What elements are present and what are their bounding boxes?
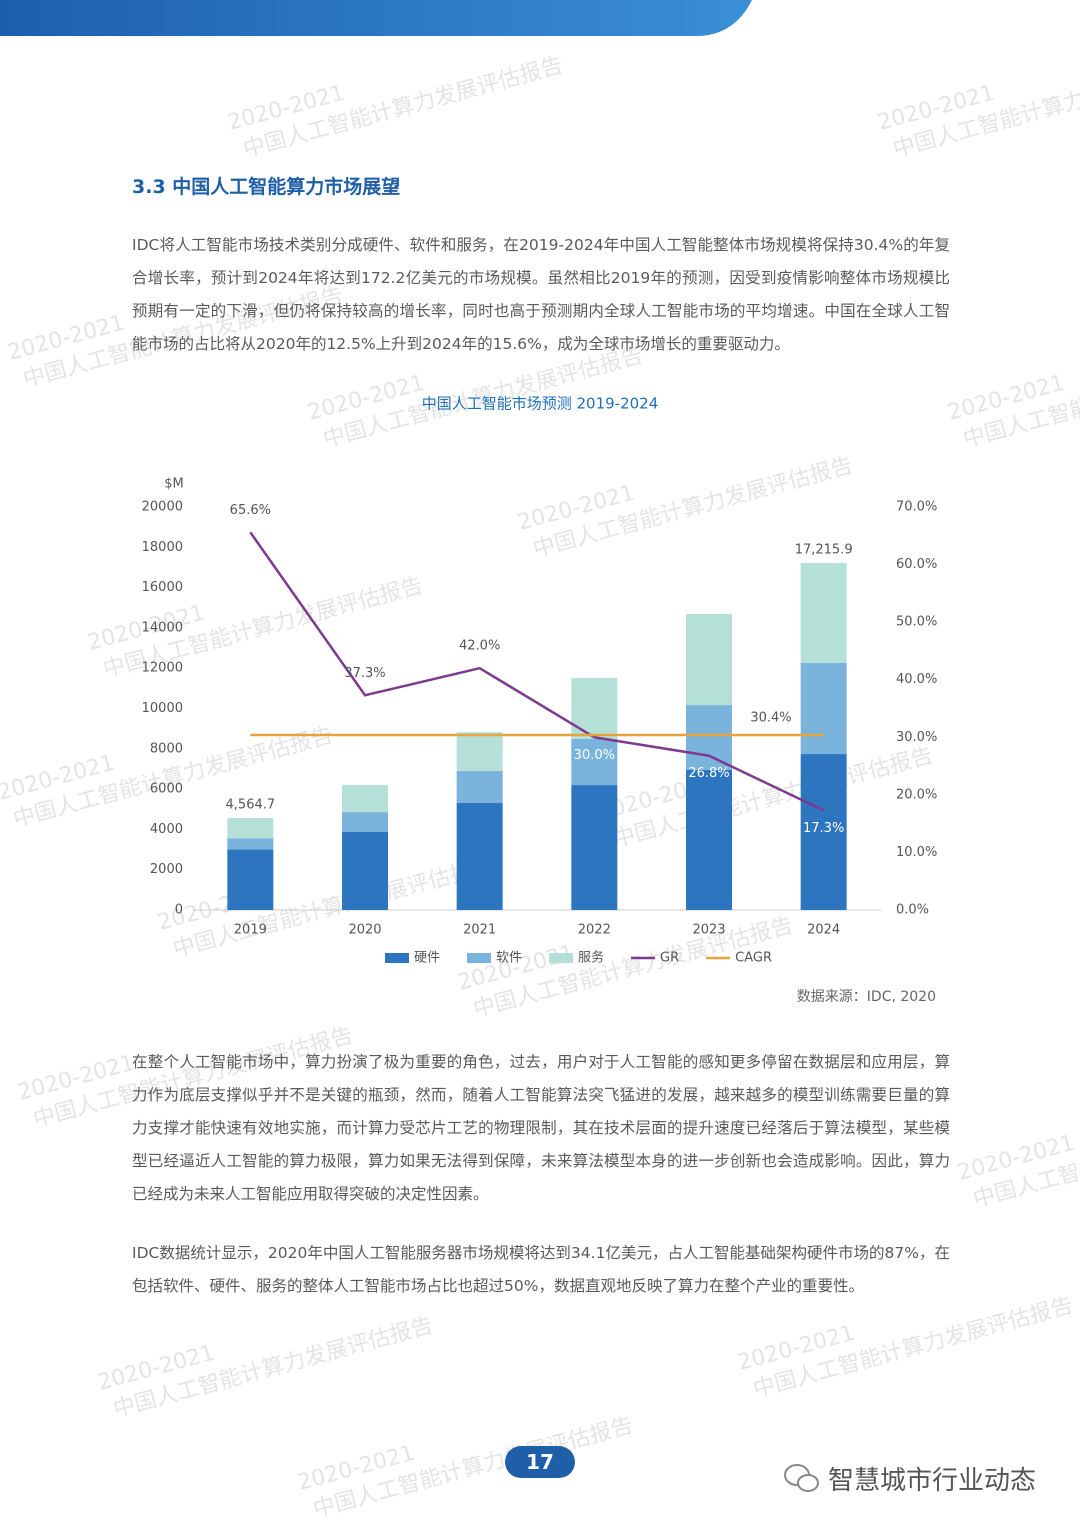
total-label: 17,215.9 [795, 543, 853, 558]
x-tick-label: 2022 [578, 923, 611, 938]
chart: 中国人工智能市场预测 2019-2024 $M 0 2000 4000 6000 800… [142, 395, 938, 966]
x-tick-label: 2024 [807, 923, 840, 938]
y2-tick-label: 40.0% [896, 672, 937, 687]
y2-tick-label: 0.0% [896, 903, 929, 918]
legend-label: CAGR [735, 951, 772, 966]
y2-tick-label: 10.0% [896, 845, 937, 860]
y2-tick-label: 70.0% [896, 500, 937, 515]
y2-tick-label: 60.0% [896, 557, 937, 572]
chart-title: 中国人工智能市场预测 2019-2024 [422, 395, 659, 413]
data-label: 37.3% [344, 666, 385, 681]
data-label: 30.0% [574, 748, 615, 763]
legend-swatch [549, 953, 574, 963]
bar-segment [456, 803, 503, 910]
bar-segment [571, 785, 618, 910]
wechat-icon [784, 1464, 819, 1492]
bar-segment [342, 812, 388, 833]
bar-segment [686, 769, 732, 910]
bar-segment [227, 849, 274, 910]
bar-segment [800, 563, 847, 663]
page-number: 17 [505, 1446, 575, 1478]
legend-label: GR [660, 951, 679, 966]
line-series [249, 531, 825, 812]
legend-swatch [467, 953, 492, 963]
y-tick-label: 2000 [150, 862, 183, 877]
data-label: 17.3% [803, 821, 844, 836]
bar-segment [686, 613, 732, 706]
data-label: 30.4% [750, 710, 791, 725]
y-tick-label: 14000 [142, 620, 183, 635]
footer-brand: 智慧城市行业动态 [828, 1466, 1037, 1496]
paragraph: IDC数据统计显示，2020年中国人工智能服务器市场规模将达到34.1亿美元，占… [132, 1244, 950, 1295]
x-tick-label: 2023 [692, 923, 725, 938]
legend-swatch [385, 953, 409, 963]
source: 数据来源：IDC, 2020 [796, 989, 936, 1005]
x-tick-label: 2021 [463, 923, 496, 938]
bar-segment [227, 838, 274, 850]
x-tick-label: 2019 [234, 923, 267, 938]
y-tick-label: 20000 [142, 500, 183, 515]
bar-segment [342, 832, 388, 910]
bar-segment [456, 732, 503, 771]
y-axis-label: $M [164, 477, 184, 492]
y-tick-label: 4000 [150, 822, 183, 837]
section-title: 3.3 中国人工智能算力市场展望 [132, 176, 401, 198]
bar-segment [571, 738, 618, 786]
paragraph: 在整个人工智能市场中，算力扮演了极为重要的角色，过去，用户对于人工智能的感知更多… [132, 1053, 950, 1203]
y-tick-label: 16000 [142, 580, 183, 595]
legend-label: 服务 [578, 950, 604, 966]
y-tick-label: 8000 [150, 741, 183, 756]
data-label: 26.8% [688, 766, 729, 781]
bar-segment [571, 678, 618, 739]
bar-segment [686, 705, 732, 770]
y-tick-label: 12000 [142, 661, 183, 676]
bar-segment [227, 818, 274, 839]
top-banner [0, 0, 752, 36]
y2-tick-label: 20.0% [896, 787, 937, 802]
bar-segment [342, 785, 388, 813]
y-tick-label: 6000 [150, 782, 183, 797]
bar-segment [800, 662, 847, 755]
bar-segment [456, 770, 503, 804]
x-tick-label: 2020 [348, 923, 381, 938]
y2-tick-label: 50.0% [896, 615, 937, 630]
y2-tick-label: 30.0% [896, 730, 937, 745]
paragraph: IDC将人工智能市场技术类别分成硬件、软件和服务，在2019-2024年中国人工… [132, 236, 950, 353]
y-tick-label: 10000 [142, 701, 183, 716]
data-label: 65.6% [230, 503, 271, 518]
bar-segment [800, 754, 847, 910]
data-label: 42.0% [459, 639, 500, 654]
y-tick-label: 18000 [142, 540, 183, 555]
total-label: 4,564.7 [226, 798, 276, 813]
legend-label: 硬件 [414, 951, 440, 966]
legend-label: 软件 [496, 951, 522, 966]
y-tick-label: 0 [175, 903, 183, 918]
